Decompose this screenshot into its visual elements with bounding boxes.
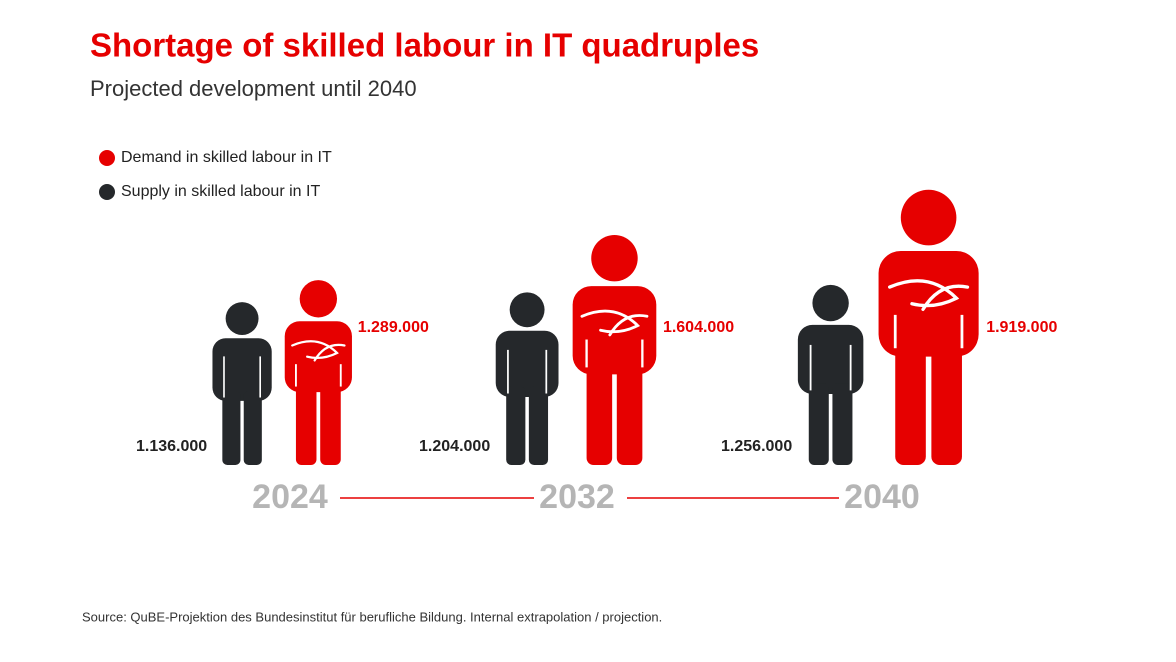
leg — [931, 339, 962, 465]
torso — [212, 338, 272, 401]
crossed-arms — [580, 309, 649, 337]
x-tick-label: 2040 — [844, 478, 920, 516]
value-label: 1.289.000 — [358, 319, 429, 336]
person-figure — [212, 302, 272, 465]
value-label: 1.136.000 — [136, 438, 207, 455]
value-label: 1.256.000 — [721, 438, 792, 455]
leg — [616, 360, 643, 465]
crossed-arms — [888, 279, 970, 311]
head — [299, 280, 338, 318]
leg — [832, 383, 853, 465]
legend-label: Supply in skilled labour in IT — [121, 183, 320, 200]
leg — [222, 390, 241, 465]
legend-label: Demand in skilled labour in IT — [121, 149, 332, 166]
leg — [506, 386, 526, 465]
person-figure — [572, 234, 657, 465]
torso — [797, 324, 864, 395]
chart-subtitle: Projected development until 2040 — [90, 76, 417, 101]
person-figure — [495, 292, 559, 465]
value-label: 1.919.000 — [986, 319, 1057, 336]
person-figure — [284, 280, 352, 466]
head — [225, 302, 259, 335]
leg — [528, 386, 549, 465]
person-figure — [797, 284, 864, 465]
head — [591, 234, 638, 282]
person-figure — [878, 189, 979, 465]
leg — [295, 380, 317, 466]
head — [900, 189, 957, 246]
head — [812, 284, 849, 322]
torso — [495, 330, 559, 397]
x-tick-label: 2032 — [539, 478, 615, 516]
x-tick-label: 2024 — [252, 478, 328, 516]
leg — [320, 380, 341, 466]
value-label: 1.204.000 — [419, 438, 490, 455]
leg — [586, 360, 613, 465]
crossed-arms — [291, 340, 346, 362]
legend-marker — [99, 184, 115, 200]
legend-marker — [99, 150, 115, 166]
head — [509, 292, 545, 328]
value-label: 1.604.000 — [663, 319, 734, 336]
leg — [243, 390, 262, 465]
chart-title: Shortage of skilled labour in IT quadrup… — [90, 27, 759, 64]
source-note: Source: QuBE-Projektion des Bundesinstit… — [82, 609, 662, 624]
leg — [808, 383, 829, 465]
leg — [895, 339, 926, 465]
